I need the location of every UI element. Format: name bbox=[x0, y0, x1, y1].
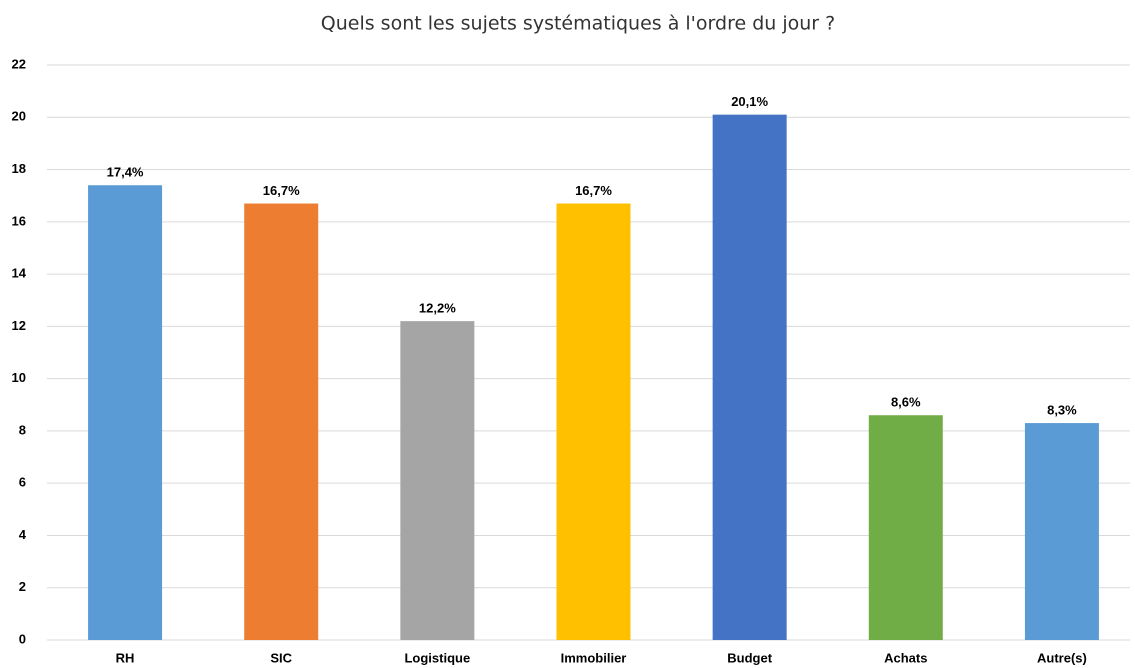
y-tick-label: 4 bbox=[19, 527, 27, 542]
value-label: 16,7% bbox=[575, 183, 612, 198]
bar bbox=[868, 415, 943, 640]
y-tick-label: 8 bbox=[19, 422, 26, 437]
bar bbox=[712, 114, 787, 641]
y-tick-label: 0 bbox=[19, 631, 26, 646]
y-tick-label: 6 bbox=[19, 475, 26, 490]
value-label: 8,6% bbox=[891, 395, 921, 410]
y-tick-label: 14 bbox=[12, 266, 27, 281]
y-tick-label: 16 bbox=[12, 213, 26, 228]
bar bbox=[244, 203, 319, 641]
value-label: 17,4% bbox=[107, 165, 144, 180]
y-tick-label: 12 bbox=[12, 318, 26, 333]
y-tick-label: 2 bbox=[19, 579, 26, 594]
x-tick-label: Autre(s) bbox=[1037, 650, 1087, 665]
chart-title: Quels sont les sujets systématiques à l'… bbox=[321, 13, 835, 35]
x-tick-label: Budget bbox=[727, 650, 772, 665]
y-tick-label: 22 bbox=[12, 56, 26, 71]
value-label: 16,7% bbox=[263, 183, 300, 198]
x-tick-label: RH bbox=[116, 650, 135, 665]
bar bbox=[556, 203, 631, 641]
bar bbox=[88, 185, 163, 640]
value-label: 12,2% bbox=[419, 301, 456, 316]
value-label: 20,1% bbox=[731, 94, 768, 109]
y-tick-label: 20 bbox=[12, 109, 26, 124]
y-tick-label: 10 bbox=[12, 370, 26, 385]
bar bbox=[400, 321, 475, 640]
x-tick-label: SIC bbox=[270, 650, 292, 665]
value-label: 8,3% bbox=[1047, 403, 1077, 418]
x-tick-label: Achats bbox=[884, 650, 927, 665]
bar bbox=[1024, 423, 1099, 640]
x-tick-label: Logistique bbox=[404, 650, 470, 665]
x-tick-label: Immobilier bbox=[561, 650, 627, 665]
y-tick-label: 18 bbox=[12, 161, 26, 176]
